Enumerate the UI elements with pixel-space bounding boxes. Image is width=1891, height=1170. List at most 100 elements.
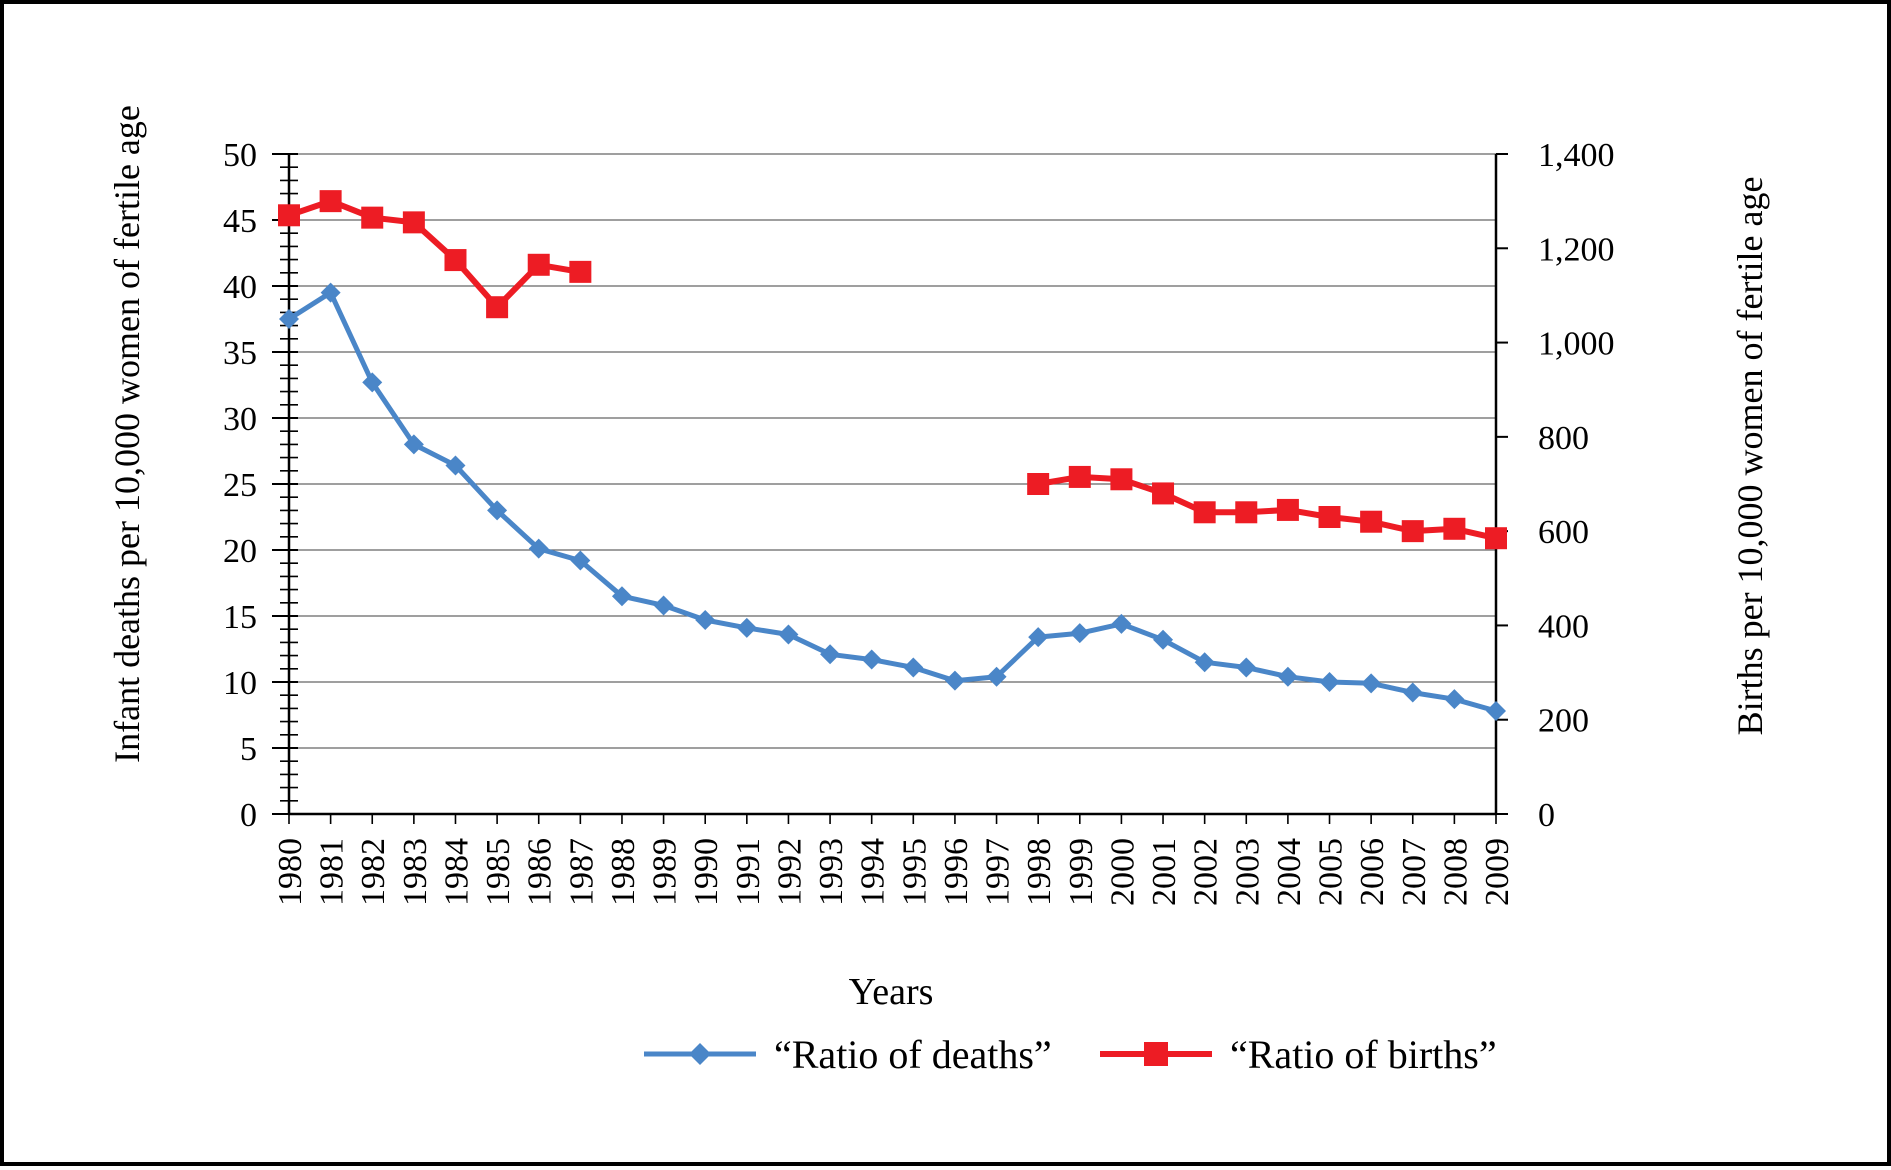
marker-deaths: [320, 282, 341, 303]
marker-births: [1068, 465, 1091, 488]
marker-births: [1401, 520, 1424, 543]
x-axis-tick-label: 1986: [522, 838, 559, 906]
right-axis-tick-label: 400: [1538, 608, 1589, 645]
left-axis-tick-label: 35: [223, 335, 257, 372]
marker-births: [1235, 501, 1258, 524]
marker-deaths: [778, 624, 799, 645]
marker-births: [444, 249, 467, 272]
x-axis-tick-label: 1994: [855, 838, 892, 906]
marker-deaths: [861, 649, 882, 670]
x-axis-tick-label: 1985: [480, 838, 517, 906]
legend-marker-births-square-icon: [1144, 1042, 1168, 1066]
x-axis-tick-label: 1987: [563, 838, 600, 906]
marker-deaths: [944, 670, 965, 691]
marker-births: [527, 253, 550, 276]
x-axis-tick-label: 2008: [1437, 838, 1474, 906]
series-line-births: [286, 198, 1499, 542]
left-axis-tick-label: 5: [240, 731, 257, 768]
left-axis-title: Infant deaths per 10,000 women of fertil…: [107, 105, 147, 763]
marker-deaths: [986, 666, 1007, 687]
right-axis-tick-label: 200: [1538, 703, 1589, 740]
marker-deaths: [487, 500, 508, 521]
x-axis-tick-label: 1983: [397, 838, 434, 906]
x-axis-tick-label: 1991: [730, 838, 767, 906]
chart-generated-layer: 0 5 10 15 20 25 30 35 40 45 50 0 200 400 600 800 1,000 1,…: [223, 137, 1615, 906]
marker-births: [1318, 506, 1341, 528]
marker-births: [1193, 501, 1216, 524]
x-axis-tick-label: 1988: [605, 838, 642, 906]
marker-births: [1360, 510, 1383, 533]
marker-deaths: [445, 455, 466, 476]
marker-births: [1485, 527, 1507, 550]
marker-deaths: [1194, 652, 1215, 673]
x-axis-tick-label: 1990: [688, 838, 725, 906]
marker-deaths: [1402, 682, 1423, 703]
x-axis-tick-label: 1989: [647, 838, 684, 906]
left-axis-tick-label: 20: [223, 533, 257, 570]
x-axis-tick-label: 2009: [1479, 838, 1516, 906]
marker-deaths: [279, 309, 299, 329]
left-axis-tick-label: 0: [240, 797, 257, 834]
x-axis-tick-label: 1996: [938, 838, 975, 906]
legend-marker-deaths-diamond-icon: [689, 1043, 711, 1065]
marker-births: [569, 260, 592, 283]
x-axis-tick-label: 1998: [1021, 838, 1058, 906]
x-axis-tick-label: 2003: [1229, 838, 1266, 906]
marker-deaths: [1486, 701, 1506, 722]
marker-deaths: [528, 538, 549, 559]
marker-deaths: [653, 595, 674, 616]
right-axis-tick-label: 1,000: [1538, 326, 1615, 363]
marker-deaths: [1111, 613, 1132, 634]
left-axis-tick-label: 15: [223, 599, 257, 636]
right-axis-tick-label: 1,200: [1538, 231, 1615, 268]
right-axis-tick-label: 800: [1538, 420, 1589, 457]
right-axis-tick-label: 1,400: [1538, 137, 1615, 174]
left-axis-tick-label: 25: [223, 467, 257, 504]
x-axis-tick-label: 2004: [1271, 838, 1308, 906]
x-axis-tick-label: 1980: [272, 838, 309, 906]
marker-deaths: [1444, 689, 1465, 710]
marker-births: [1152, 482, 1175, 505]
marker-births: [278, 204, 300, 227]
marker-births: [486, 296, 509, 319]
chart: 0 5 10 15 20 25 30 35 40 45 50 0 200 400 600 800 1,000 1,…: [107, 105, 1770, 1077]
right-axis-tick-label: 600: [1538, 514, 1589, 551]
left-axis-tick-label: 10: [223, 665, 257, 702]
legend: “Ratio of deaths” “Ratio of births”: [644, 1032, 1497, 1077]
marker-deaths: [362, 372, 383, 393]
marker-deaths: [1319, 672, 1340, 692]
x-axis-tick-label: 2002: [1188, 838, 1225, 906]
left-axis-tick-label: 50: [223, 137, 257, 174]
legend-label-births: “Ratio of births”: [1230, 1032, 1497, 1077]
marker-deaths: [570, 550, 591, 571]
x-axis-tick-label: 1997: [980, 838, 1017, 906]
marker-deaths: [736, 617, 757, 638]
marker-deaths: [820, 644, 841, 665]
x-axis-tick-label: 1984: [438, 838, 475, 906]
marker-births: [1443, 517, 1466, 540]
marker-births: [1276, 498, 1299, 521]
series-line-deaths: [286, 290, 1499, 714]
left-axis-tick-label: 45: [223, 203, 257, 240]
marker-deaths: [611, 586, 632, 607]
marker-deaths: [695, 609, 716, 630]
left-axis-tick-label: 40: [223, 269, 257, 306]
marker-deaths: [903, 657, 924, 678]
x-axis-tick-label: 1995: [896, 838, 933, 906]
marker-deaths: [1153, 629, 1174, 650]
x-axis-tick-label: 1981: [314, 838, 351, 906]
right-axis-title: Births per 10,000 women of fertile age: [1730, 177, 1770, 736]
x-axis-tick-label: 2006: [1354, 838, 1391, 906]
x-axis-title: Years: [849, 971, 934, 1013]
x-axis-tick-label: 2007: [1396, 838, 1433, 906]
marker-deaths: [1236, 657, 1257, 678]
marker-deaths: [403, 434, 424, 455]
marker-births: [319, 190, 342, 213]
x-axis-tick-label: 1982: [355, 838, 392, 906]
marker-births: [402, 211, 425, 234]
marker-deaths: [1277, 666, 1298, 687]
x-axis-tick-label: 2001: [1146, 838, 1183, 906]
x-axis-tick-label: 1993: [813, 838, 850, 906]
marker-births: [1110, 468, 1133, 491]
